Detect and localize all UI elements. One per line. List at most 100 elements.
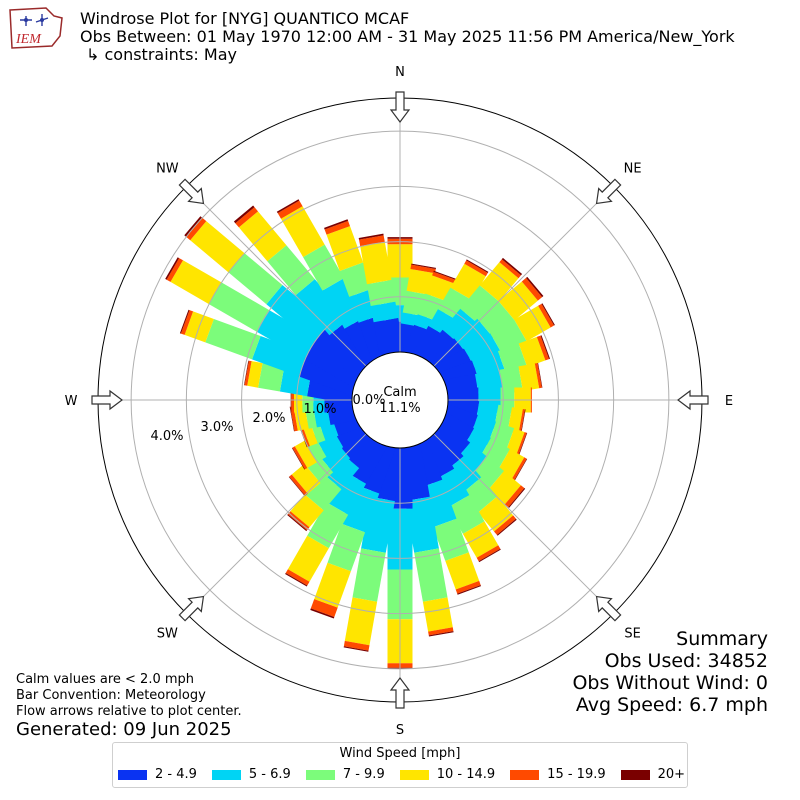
calm-value: 11.1% [379,401,420,416]
windrose-bar-segment [326,471,367,515]
windrose-bar-segment [366,279,396,306]
windrose-bar-segment [233,205,255,224]
windrose-bar-segment [499,366,523,395]
direction-label: NE [624,161,642,176]
summary-avg-speed: Avg Speed: 6.7 mph [575,694,768,716]
legend-label: 5 - 6.9 [248,767,291,782]
chart-period: Obs Between: 01 May 1970 12:00 AM - 31 M… [80,27,735,46]
notes: Calm values are < 2.0 mph Bar Convention… [16,672,242,720]
direction-label: E [725,394,733,409]
windrose-bar-segment [304,337,365,387]
legend-item: 20+ [620,767,686,782]
windrose-bar-segment [180,310,194,335]
legend-item: 15 - 19.9 [510,767,606,782]
legend-label: 2 - 4.9 [155,767,197,782]
windrose-bar-segment [496,518,517,536]
windrose-bar-segment [518,336,546,367]
windrose-bar-segment [179,309,190,334]
windrose-bar-segment [499,259,521,279]
chart-title: Windrose Plot for [NYG] QUANTICO MCAF [80,9,410,28]
windrose-bar-segment [428,631,454,637]
windrose-bar-segment [433,270,458,281]
radial-tick-label: 4.0% [150,429,183,444]
windrose-bar-segment [511,457,527,481]
windrose-bar-segment [292,446,308,470]
windrose-bar-segment [228,253,283,305]
windrose-bar-segment [507,407,523,434]
windrose-bar-segment [165,257,180,280]
windrose-bar-segment [537,363,543,388]
windrose-bar-segment [276,199,300,214]
windrose-bar-segment [303,244,344,291]
windrose-bar-segment [322,452,360,490]
radial-tick-label: 3.0% [200,420,233,435]
windrose-bar-segment [235,207,258,228]
windrose-bar-segment [508,488,526,508]
calm-circle [351,351,449,449]
windrose-bar-segment [373,317,404,355]
direction-label: NW [156,161,179,176]
windrose-bar-segment [285,573,308,587]
windrose-bar-segment [454,318,494,358]
windrose-bar-segment [289,406,295,432]
windrose-bar-segment [466,259,489,273]
windrose-bar-segment [444,456,482,494]
legend-item: 5 - 6.9 [211,767,291,782]
windrose-bar-segment [534,363,542,389]
calm-label: Calm [383,385,416,400]
windrose-bar-segment [460,285,499,325]
flow-arrow [389,91,411,123]
bars-layer [165,199,555,669]
windrose-bar-segment [455,580,481,594]
windrose-bar-segment [341,484,380,533]
windrose-bar-segment [244,360,252,386]
windrose-bar-segment [478,548,501,563]
windrose-bar-segment [285,569,310,586]
legend-swatch [305,769,335,780]
windrose-bar-segment [370,301,399,323]
windrose-bar-segment [541,303,555,326]
windrose-bar-segment [411,263,436,269]
windrose-bar-segment [536,335,549,361]
windrose-bar-segment [343,646,369,652]
windrose-bar-segment [433,518,469,561]
legend-label: 15 - 19.9 [547,767,606,782]
windrose-bar-segment [287,535,329,582]
legend: Wind Speed [mph] 2 - 4.9 5 - 6.9 7 - 9.9… [112,742,688,788]
windrose-bar-segment [170,260,222,304]
radial-tick-label: 0.0% [352,393,385,408]
summary-obs-used: Obs Used: 34852 [604,650,768,672]
windrose-bar-segment [405,496,439,553]
grid-spoke [433,433,614,614]
windrose-bar-segment [258,363,285,392]
windrose-bar-segment [504,485,525,508]
windrose-bar-segment [314,562,351,608]
windrose-bar-segment [288,476,306,497]
legend-label: 20+ [657,767,686,782]
legend-item: 7 - 9.9 [305,767,385,782]
windrose-bar-segment [326,226,364,271]
windrose-bar-segment [428,627,454,636]
flow-arrow [677,389,709,411]
iem-logo: IEM [9,7,63,49]
windrose-bar-segment [166,258,183,282]
arrows-layer [91,91,709,709]
flow-arrow [595,595,622,622]
flow-arrow [595,178,622,205]
windrose-bar-segment [521,277,543,301]
direction-label: N [395,65,405,80]
summary-obs-without-wind: Obs Without Wind: 0 [572,672,768,694]
windrose-bar-segment [310,608,335,619]
radial-tick-label: 1.0% [303,402,336,417]
windrose-bar-segment [327,523,366,572]
windrose-bar-segment [289,474,308,496]
windrose-bar-segment [501,257,523,276]
windrose-bar-segment [477,301,515,338]
windrose-bar-segment [205,319,261,360]
windrose-bar-segment [208,282,269,332]
windrose-bar-segment [190,221,245,273]
generated-date: Generated: 09 Jun 2025 [16,719,232,740]
windrose-bar-segment [464,260,488,277]
windrose-bar-segment [447,495,485,534]
legend-swatch [620,769,650,780]
